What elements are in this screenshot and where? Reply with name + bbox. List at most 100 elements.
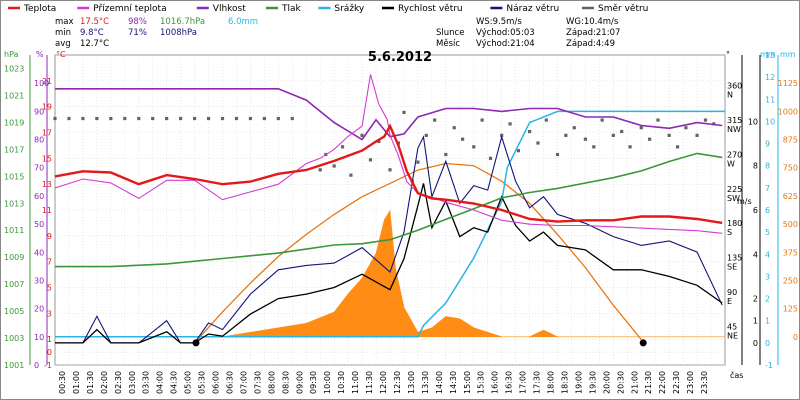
wind-direction-point	[488, 156, 493, 160]
rain-tick-label: 12	[765, 73, 775, 82]
temp-tick-label: -1	[44, 361, 52, 370]
press-tick-label: 1009	[4, 253, 24, 262]
sun-moon-info: WS:9.5m/s WG:10.4m/s Slunce Východ:05:03…	[436, 17, 620, 49]
unit-rain: mm	[760, 50, 776, 59]
wind-tick-label: 10	[748, 117, 758, 126]
x-tick-label: 01:30	[86, 371, 95, 394]
wind-direction-point	[340, 145, 345, 149]
gust-series-line	[55, 134, 723, 344]
rain-tick-label: 3	[765, 272, 770, 281]
legend-label-hum: Vlhkost	[213, 4, 246, 14]
x-tick-label: 06:30	[225, 371, 234, 394]
x-tick-label: 00:30	[58, 371, 67, 394]
info-moon-set: Západ:4:49	[566, 39, 615, 49]
wind-direction-point	[460, 137, 465, 141]
wind-direction-point	[480, 118, 484, 122]
x-tick-label: 03:00	[128, 371, 137, 394]
x-tick-label: 06:00	[212, 371, 221, 394]
hum-tick-label: 80	[34, 136, 44, 145]
press-tick-label: 1005	[4, 307, 24, 316]
wind-direction-point	[628, 145, 632, 149]
wind-direction-point	[318, 168, 322, 172]
dir-tick-label: 225	[727, 185, 742, 194]
solar-tick-label: 625	[783, 192, 798, 201]
wind-direction-point	[377, 139, 381, 144]
sunset-marker	[639, 339, 647, 347]
wind-direction-point	[527, 129, 532, 134]
x-tick-label: 20:30	[616, 371, 625, 394]
rain-tick-label: 11	[765, 95, 775, 104]
stat-max-hum: 98%	[128, 17, 147, 27]
x-tick-label: 10:30	[337, 371, 346, 394]
wind-direction-point	[123, 116, 127, 121]
x-tick-label: 14:00	[435, 371, 444, 394]
solar-curve	[194, 162, 645, 344]
press-tick-label: 1001	[4, 361, 24, 370]
solar-tick-label: 500	[783, 220, 798, 229]
dir-tick-label: 180	[727, 219, 742, 228]
wind-direction-point	[452, 126, 456, 130]
grid	[55, 55, 725, 366]
wind-direction-point	[81, 116, 85, 121]
press-tick-label: 1007	[4, 280, 24, 289]
wind-direction-point	[544, 118, 548, 122]
wind-direction-point	[234, 116, 239, 121]
wind-direction-point	[402, 110, 406, 115]
dir-compass-label: NE	[727, 332, 738, 341]
wind-direction-point	[290, 116, 294, 121]
x-tick-label: 08:00	[267, 371, 276, 394]
legend-label-press: Tlak	[281, 4, 302, 14]
temp-tick-label: 5	[47, 284, 52, 293]
rain-tick-label: 9	[765, 140, 770, 149]
stat-min-hum: 71%	[128, 28, 147, 38]
x-tick-label: 07:00	[239, 371, 248, 394]
x-tick-label: 21:30	[644, 371, 653, 394]
dir-tick-label: 315	[727, 116, 742, 125]
stat-avg-temp: 12.7°C	[80, 39, 109, 49]
wind-tick-label: 6	[753, 206, 758, 215]
wind-direction-point	[695, 133, 699, 137]
wind-direction-point	[536, 141, 540, 145]
stat-min-temp: 9.8°C	[80, 28, 104, 38]
rain-tick-label: 13	[765, 51, 775, 60]
x-tick-label: 20:00	[602, 371, 611, 394]
info-moon-rise: Východ:21:04	[476, 39, 535, 49]
wind-direction-point	[516, 149, 521, 153]
x-tick-label: 13:30	[421, 371, 430, 394]
legend-label-dir: Směr větru	[598, 4, 648, 14]
wind-direction-point	[151, 116, 155, 121]
wind-direction-point	[656, 118, 660, 122]
solar-tick-label: 875	[783, 136, 798, 145]
wind-direction-point	[262, 116, 266, 121]
wind-direction-point	[667, 133, 671, 137]
dir-compass-label: E	[727, 297, 732, 306]
dir-compass-label: SW	[727, 194, 740, 203]
dir-tick-label: 360	[727, 81, 742, 90]
rain-tick-label: 2	[765, 295, 770, 304]
rain-tick-label: 5	[765, 228, 770, 237]
rain-tick-label: 4	[765, 250, 770, 259]
wind-direction-point	[416, 160, 420, 164]
x-tick-label: 17:30	[533, 371, 542, 394]
x-tick-label: 14:30	[449, 371, 458, 394]
stat-max-press: 1016.7hPa	[160, 17, 205, 27]
x-tick-label: 16:30	[505, 371, 514, 394]
dir-compass-label: W	[727, 159, 735, 168]
hum-tick-label: 50	[34, 220, 44, 229]
legend-label-gust: Náraz větru	[506, 4, 559, 14]
hum-tick-label: 0	[34, 361, 39, 370]
temp-tick-label: 7	[47, 258, 52, 267]
rain-tick-label: 8	[765, 162, 770, 171]
hum-tick-label: 70	[34, 164, 44, 173]
x-tick-label: 18:00	[547, 371, 556, 394]
x-tick-label: 23:30	[700, 371, 709, 394]
wind-tick-label: 0	[753, 339, 758, 348]
x-tick-label: 01:00	[72, 371, 81, 394]
x-tick-label: 18:30	[560, 371, 569, 394]
unit-wind: m/s	[737, 197, 752, 206]
stat-max-temp: 17.5°C	[80, 17, 109, 27]
x-tick-label: 08:30	[281, 371, 290, 394]
wind-direction-point	[684, 126, 688, 130]
rain-tick-label: 10	[765, 117, 775, 126]
